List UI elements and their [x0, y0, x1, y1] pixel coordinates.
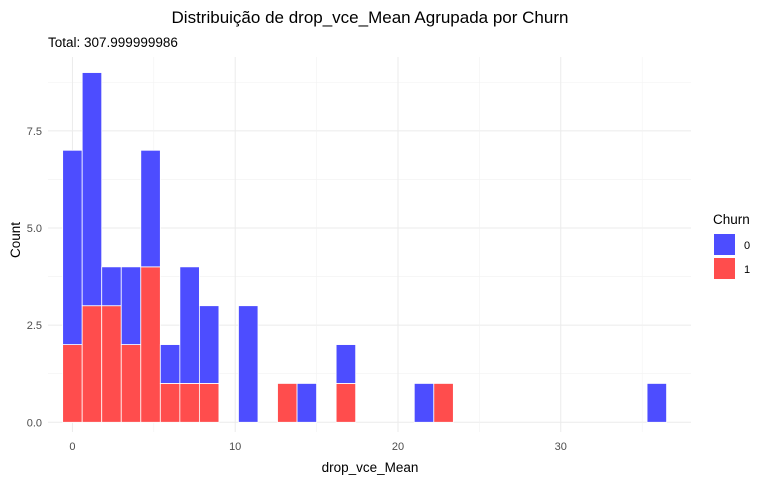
- y-tick-label: 0.0: [27, 417, 42, 429]
- x-tick-label: 0: [69, 441, 75, 453]
- bar-churn-1: [120, 344, 142, 423]
- bar-churn-0: [140, 149, 161, 268]
- legend-label-1: 1: [744, 264, 750, 276]
- legend-swatch-0: [714, 234, 735, 255]
- y-axis-title: Count: [8, 222, 23, 258]
- y-tick-label: 5.0: [27, 223, 42, 235]
- legend: Churn 0 1: [713, 212, 750, 279]
- bar-churn-0: [62, 149, 83, 345]
- legend-swatch-1: [714, 258, 735, 279]
- x-tick-label: 30: [555, 441, 567, 453]
- bars: [62, 72, 667, 423]
- bar-churn-0: [81, 72, 103, 307]
- bar-churn-1: [335, 383, 357, 423]
- x-axis-ticks: 0 10 20 30: [69, 441, 567, 453]
- bar-churn-0: [198, 305, 220, 384]
- x-tick-label: 20: [392, 441, 404, 453]
- bar-churn-0: [238, 305, 259, 423]
- y-tick-label: 2.5: [27, 320, 42, 332]
- bar-churn-1: [81, 305, 103, 423]
- bar-churn-1: [433, 383, 454, 423]
- bar-churn-0: [179, 266, 200, 384]
- legend-title: Churn: [713, 212, 750, 227]
- x-tick-label: 10: [229, 441, 241, 453]
- bar-churn-1: [62, 344, 83, 423]
- bar-churn-0: [646, 383, 667, 423]
- chart-title: Distribuição de drop_vce_Mean Agrupada p…: [172, 8, 569, 27]
- bar-churn-0: [120, 266, 142, 345]
- bar-churn-1: [159, 383, 181, 423]
- bar-churn-0: [101, 266, 122, 307]
- bar-churn-1: [198, 383, 220, 423]
- bar-churn-0: [335, 344, 357, 384]
- chart-subtitle: Total: 307.999999986: [48, 35, 178, 50]
- bar-churn-1: [101, 305, 122, 423]
- y-tick-label: 7.5: [27, 126, 42, 138]
- legend-label-0: 0: [744, 240, 750, 252]
- x-axis-title: drop_vce_Mean: [322, 460, 419, 475]
- bar-churn-0: [296, 383, 317, 423]
- bar-churn-1: [140, 266, 161, 423]
- bar-churn-0: [413, 383, 435, 423]
- bar-churn-1: [277, 383, 298, 423]
- bar-churn-0: [159, 344, 181, 384]
- y-axis-ticks: 0.0 2.5 5.0 7.5: [27, 126, 42, 429]
- bar-churn-1: [179, 383, 200, 423]
